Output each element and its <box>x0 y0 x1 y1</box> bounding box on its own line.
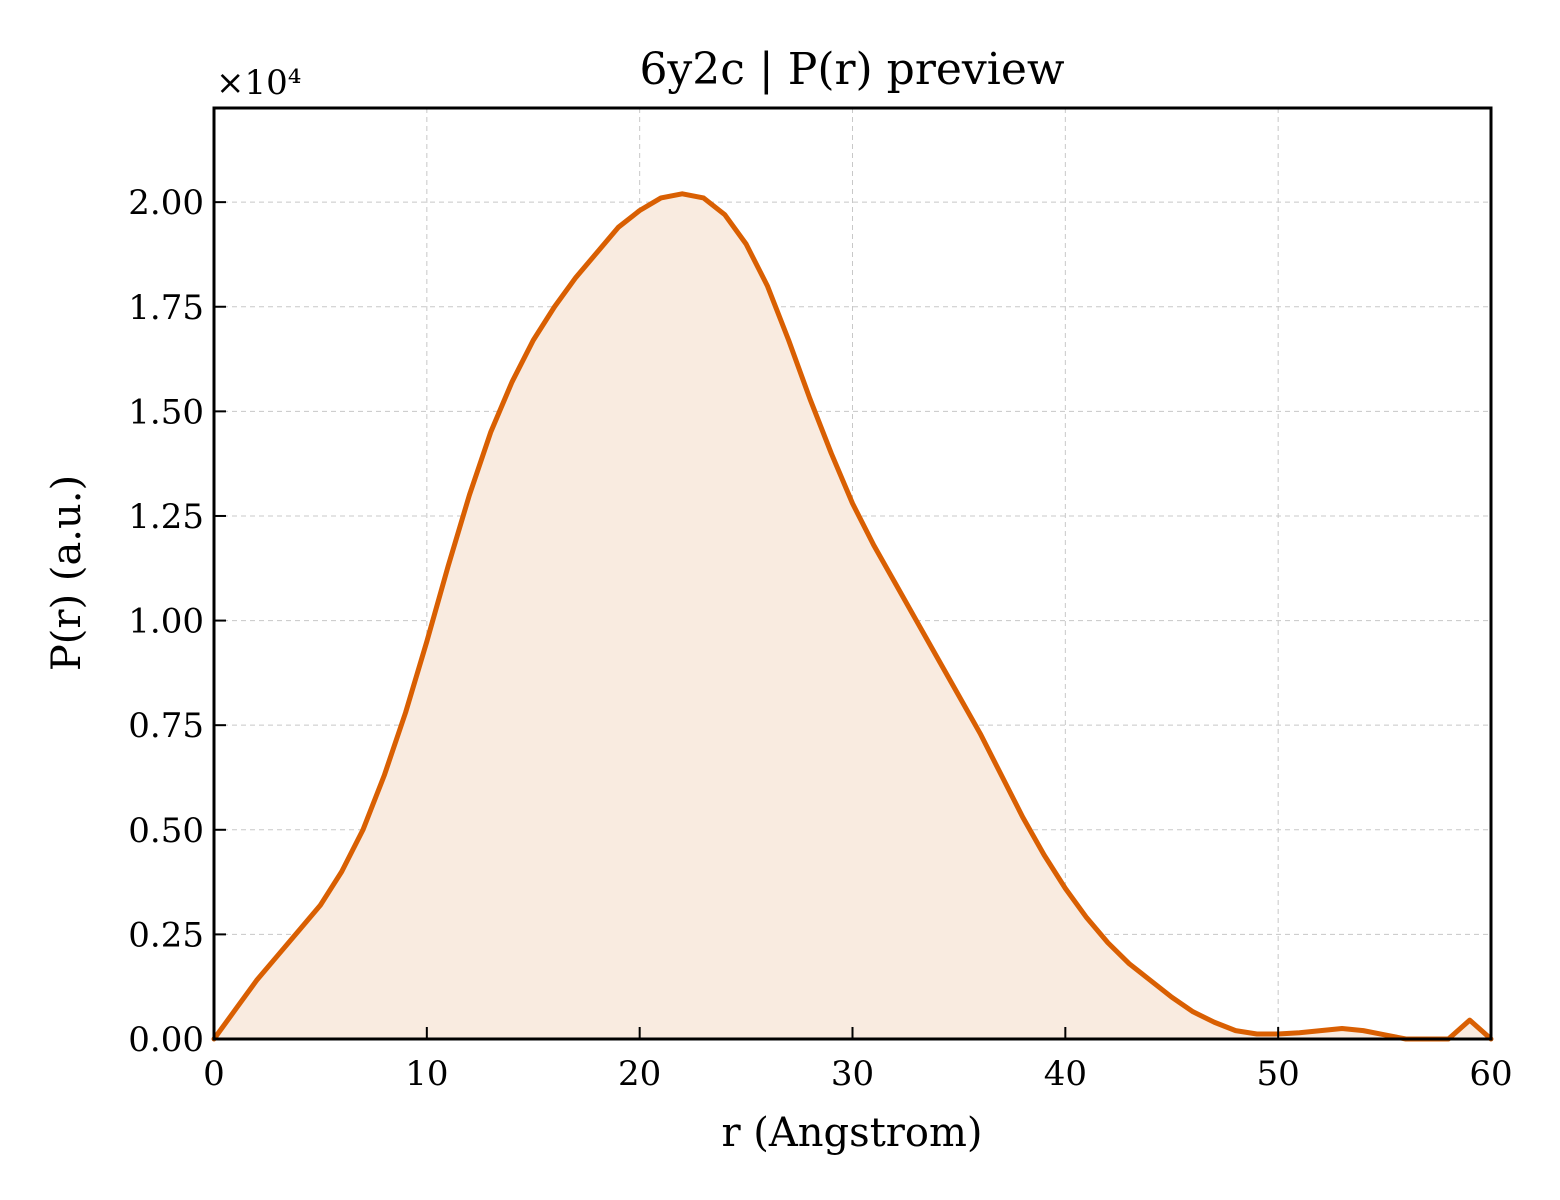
chart-title: 6y2c | P(r) preview <box>639 44 1064 95</box>
x-tick-label: 30 <box>831 1054 874 1094</box>
y-multiplier-label: ×10⁴ <box>216 63 301 103</box>
x-tick-label: 40 <box>1044 1054 1087 1094</box>
x-tick-label: 20 <box>618 1054 661 1094</box>
y-tick-label: 0.50 <box>128 811 204 851</box>
y-tick-label: 1.50 <box>128 392 204 432</box>
y-tick-label: 1.00 <box>128 602 204 642</box>
y-tick-label: 1.75 <box>128 288 204 328</box>
pr-area-fill <box>214 193 1491 1039</box>
axis-ticks: 0 10 20 30 40 50 60 0.00 0.25 0.50 0.75 1.00 1.25 1.5… <box>128 183 1512 1094</box>
y-axis-label: P(r) (a.u.) <box>44 475 90 671</box>
plot-frame <box>212 106 1493 1041</box>
y-tick-label: 0.00 <box>128 1020 204 1060</box>
x-axis-label: r (Angstrom) <box>721 1110 982 1156</box>
x-tick-label: 60 <box>1469 1054 1512 1094</box>
y-tick-label: 1.25 <box>128 497 204 537</box>
x-tick-label: 50 <box>1257 1054 1300 1094</box>
x-tick-label: 0 <box>203 1054 225 1094</box>
x-tick-label: 10 <box>405 1054 448 1094</box>
y-tick-label: 2.00 <box>128 183 204 223</box>
y-tick-label: 0.75 <box>128 706 204 746</box>
y-tick-label: 0.25 <box>128 915 204 955</box>
